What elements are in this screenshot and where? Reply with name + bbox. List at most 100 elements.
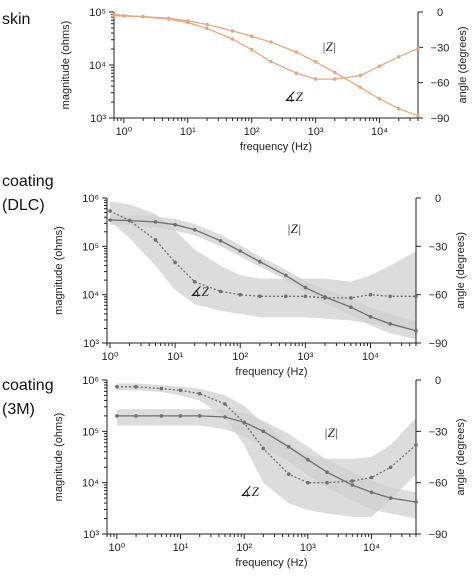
data-point <box>115 414 119 418</box>
x-axis-title: frequency (Hz) <box>240 141 312 153</box>
data-point <box>313 77 318 81</box>
y-tick-label: 10⁴ <box>89 60 106 72</box>
data-point <box>159 386 164 391</box>
panel-label: (DLC) <box>2 197 45 214</box>
series-angle <box>115 385 418 485</box>
data-point <box>414 328 418 333</box>
data-point <box>294 71 299 75</box>
data-point <box>388 496 393 500</box>
y-axis-title: magnitude (ohms) <box>53 413 65 502</box>
data-point <box>108 218 112 222</box>
y2-tick-label: −60 <box>429 478 448 490</box>
data-point <box>350 483 355 487</box>
series-annotation: |Z| <box>322 39 336 54</box>
y2-tick-label: 0 <box>435 375 441 387</box>
data-point <box>112 12 116 17</box>
uncertainty-band-angle <box>110 201 416 331</box>
data-point <box>197 391 202 396</box>
data-point <box>134 414 138 418</box>
data-point <box>416 46 420 51</box>
data-point <box>178 414 183 418</box>
data-point <box>205 22 209 27</box>
data-point <box>414 294 418 299</box>
data-point <box>286 445 291 449</box>
x-tick-label: 10⁰ <box>102 351 119 363</box>
y-tick-label: 10³ <box>90 113 106 125</box>
y2-tick-label: −60 <box>431 78 450 90</box>
data-point <box>261 446 266 451</box>
x-axis-title: frequency (Hz) <box>235 557 307 569</box>
data-point <box>325 470 329 475</box>
data-point <box>286 472 291 476</box>
y-tick-label: 10⁶ <box>82 375 99 387</box>
chart-panel-3: coating (3M) 10⁰ 10¹ 10² 10³ 10⁴ 10³ 10⁴ 10⁵ 10⁶ 0 −… <box>2 375 467 569</box>
data-point <box>134 385 138 389</box>
data-point <box>349 305 353 310</box>
data-point <box>173 222 177 227</box>
data-point <box>242 421 246 425</box>
data-point <box>122 13 126 18</box>
chart-panel-1: skin 10⁰ 10¹ 10² 10³ 10⁴ 10³ 10⁴ 10⁵ 0 −30 −60 −90 fr… <box>2 7 469 153</box>
y-tick-label: 10⁴ <box>82 290 99 302</box>
data-point <box>306 480 310 485</box>
data-point <box>223 415 227 419</box>
y2-tick-label: −30 <box>429 241 448 253</box>
data-point <box>127 218 132 223</box>
data-point <box>218 239 223 243</box>
data-point <box>358 85 363 90</box>
data-point <box>141 14 145 19</box>
data-point <box>349 296 353 300</box>
data-point <box>192 228 197 232</box>
y2-tick-label: −60 <box>429 290 448 302</box>
y-tick-label: 10⁵ <box>82 241 99 253</box>
series-annotation: ∡Z <box>190 284 210 299</box>
y2-tick-label: −30 <box>431 42 450 54</box>
y2-tick-label: 0 <box>435 193 441 205</box>
data-point <box>178 388 183 393</box>
data-point <box>377 64 382 68</box>
y2-axis-title: angle (degrees) <box>457 26 469 103</box>
x-tick-label: 10⁴ <box>363 542 380 554</box>
x-tick-label: 10¹ <box>180 126 196 138</box>
data-point <box>269 59 273 64</box>
data-point <box>269 40 273 44</box>
data-point <box>333 77 337 81</box>
y2-tick-label: −90 <box>429 338 448 350</box>
panel-label: (3M) <box>2 401 35 418</box>
data-point <box>205 26 209 31</box>
data-point <box>369 475 374 480</box>
data-point <box>230 37 235 41</box>
panel-label: skin <box>2 11 30 28</box>
data-point <box>197 414 202 418</box>
x-tick-label: 10³ <box>308 126 324 138</box>
x-axis-title: frequency (Hz) <box>235 366 307 378</box>
data-point <box>388 465 393 470</box>
data-point <box>153 238 158 242</box>
data-point <box>294 50 299 54</box>
y-tick-label: 10⁴ <box>82 478 99 490</box>
data-point <box>333 70 337 75</box>
panel-label: coating <box>2 377 54 394</box>
data-point <box>153 220 158 224</box>
x-tick-label: 10³ <box>297 351 313 363</box>
data-point <box>186 20 190 25</box>
data-point <box>323 296 327 300</box>
data-point <box>115 385 119 389</box>
panel-label: coating <box>2 173 54 190</box>
data-point <box>258 294 262 299</box>
data-point <box>397 55 401 59</box>
data-point <box>284 294 288 299</box>
series-magnitude <box>112 13 420 118</box>
data-point <box>325 480 329 485</box>
data-point <box>388 294 392 299</box>
data-point <box>223 402 227 406</box>
y-tick-label: 10³ <box>83 338 99 350</box>
data-point <box>230 29 235 33</box>
data-point <box>368 292 373 297</box>
uncertainty-band-angle <box>116 383 417 517</box>
y2-tick-label: −30 <box>429 426 448 438</box>
data-point <box>303 285 308 290</box>
y-tick-label: 10³ <box>83 529 99 541</box>
data-point <box>313 60 318 64</box>
data-point <box>397 106 401 111</box>
